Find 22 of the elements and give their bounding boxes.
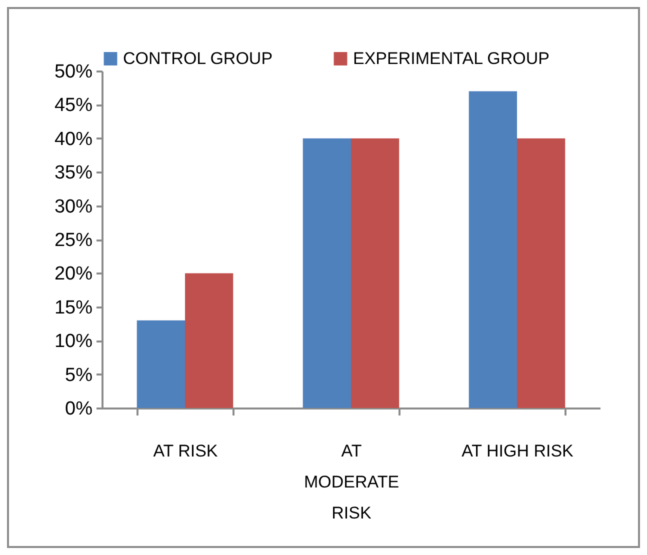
x-tick-label: AT RISK <box>153 442 218 460</box>
legend-label: CONTROL GROUP <box>123 48 273 68</box>
y-tick-label: 10% <box>54 331 93 352</box>
y-tick-label: 20% <box>54 264 93 285</box>
y-tick-label: 50% <box>54 62 93 82</box>
legend-label: EXPERIMENTAL GROUP <box>353 48 550 68</box>
bar <box>468 91 517 408</box>
y-tick-label: 15% <box>54 297 93 318</box>
y-tick-label: 30% <box>54 196 93 218</box>
bar <box>185 273 234 408</box>
bar <box>517 138 566 408</box>
bar <box>351 138 400 408</box>
y-tick-label: 0% <box>65 398 93 420</box>
y-tick-label: 45% <box>54 95 93 116</box>
y-tick-label: 5% <box>65 364 93 386</box>
y-tick-label: 35% <box>54 162 93 184</box>
bar <box>136 320 185 408</box>
x-tick-label: AT MODERATE RISK <box>304 442 400 522</box>
bar <box>302 138 351 408</box>
x-tick-label: AT HIGH RISK <box>462 442 574 460</box>
y-tick-label: 25% <box>54 230 93 251</box>
y-tick-label: 40% <box>54 128 93 150</box>
